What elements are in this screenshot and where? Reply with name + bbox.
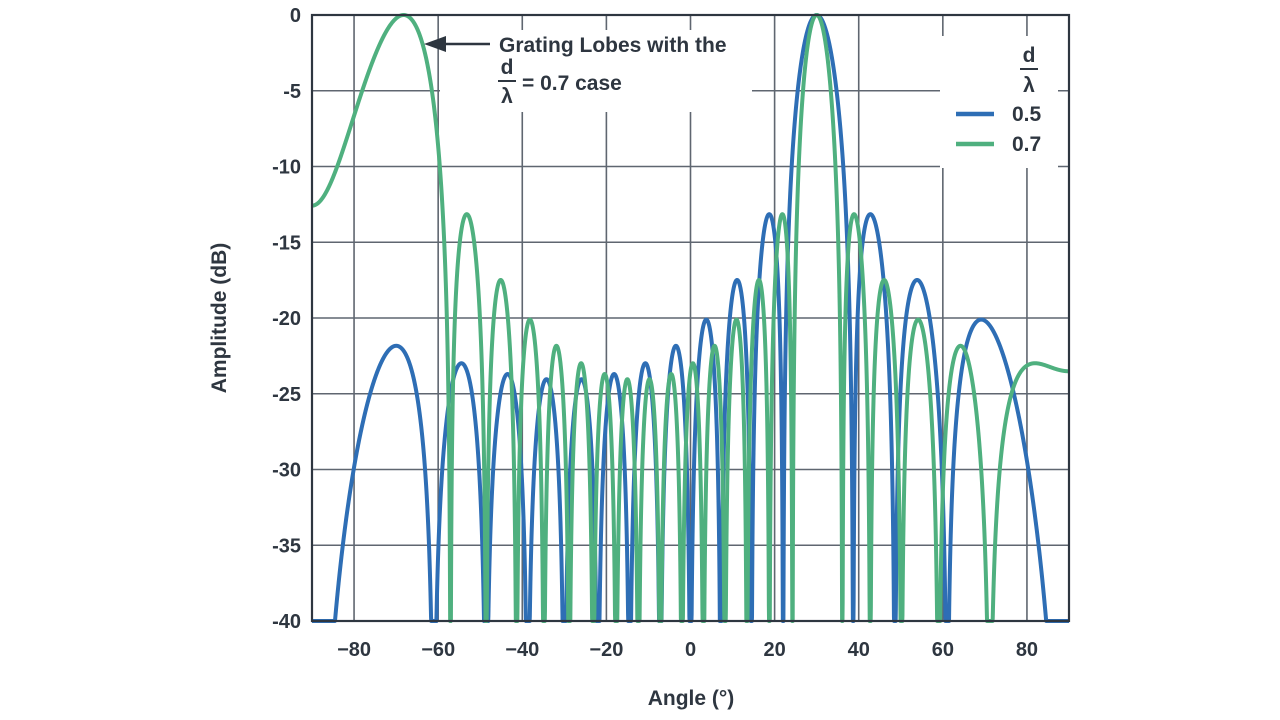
y-tick-label: -30 (272, 460, 301, 482)
x-tick-label: −40 (505, 639, 539, 661)
annotation-fraction-numerator: d (501, 56, 514, 79)
x-axis-label: Angle (°) (648, 687, 735, 710)
y-tick-label: -15 (272, 232, 301, 254)
x-tick-label: 60 (932, 639, 954, 661)
y-tick-label: 0 (290, 5, 301, 27)
y-tick-label: -25 (272, 384, 301, 406)
annotation-fraction-denominator: λ (501, 85, 513, 108)
legend-title-numerator: d (1023, 44, 1036, 67)
x-tick-labels: −80 −60 −40 −20 0 20 40 60 80 (337, 639, 1038, 661)
annotation-line2: = 0.7 case (522, 72, 622, 95)
annotation-line1: Grating Lobes with the (499, 34, 727, 57)
series-line-0.7 (310, 13, 1071, 623)
x-tick-label: −20 (589, 639, 623, 661)
x-tick-label: 80 (1016, 639, 1038, 661)
x-tick-label: 40 (848, 639, 870, 661)
legend: d λ 0.5 0.7 (940, 36, 1058, 168)
annotation-arrow-head (424, 36, 446, 52)
legend-title-denominator: λ (1023, 74, 1035, 97)
y-tick-label: -35 (272, 535, 301, 557)
y-axis-label: Amplitude (dB) (208, 243, 231, 393)
y-tick-label: -40 (272, 611, 301, 633)
y-tick-labels: 0 -5 -10 -15 -20 -25 -30 -35 -40 (272, 5, 301, 633)
legend-label-0.7: 0.7 (1012, 133, 1041, 156)
x-tick-label: 20 (763, 639, 785, 661)
annotation-background (440, 30, 752, 112)
x-tick-label: −80 (337, 639, 371, 661)
x-tick-label: −60 (421, 639, 455, 661)
x-tick-label: 0 (685, 639, 696, 661)
grating-lobe-annotation: Grating Lobes with the d λ = 0.7 case (424, 30, 752, 112)
y-tick-label: -10 (272, 157, 301, 179)
y-tick-label: -20 (272, 308, 301, 330)
plot-frame (310, 13, 1071, 623)
legend-label-0.5: 0.5 (1012, 103, 1042, 126)
y-tick-label: -5 (283, 81, 301, 103)
